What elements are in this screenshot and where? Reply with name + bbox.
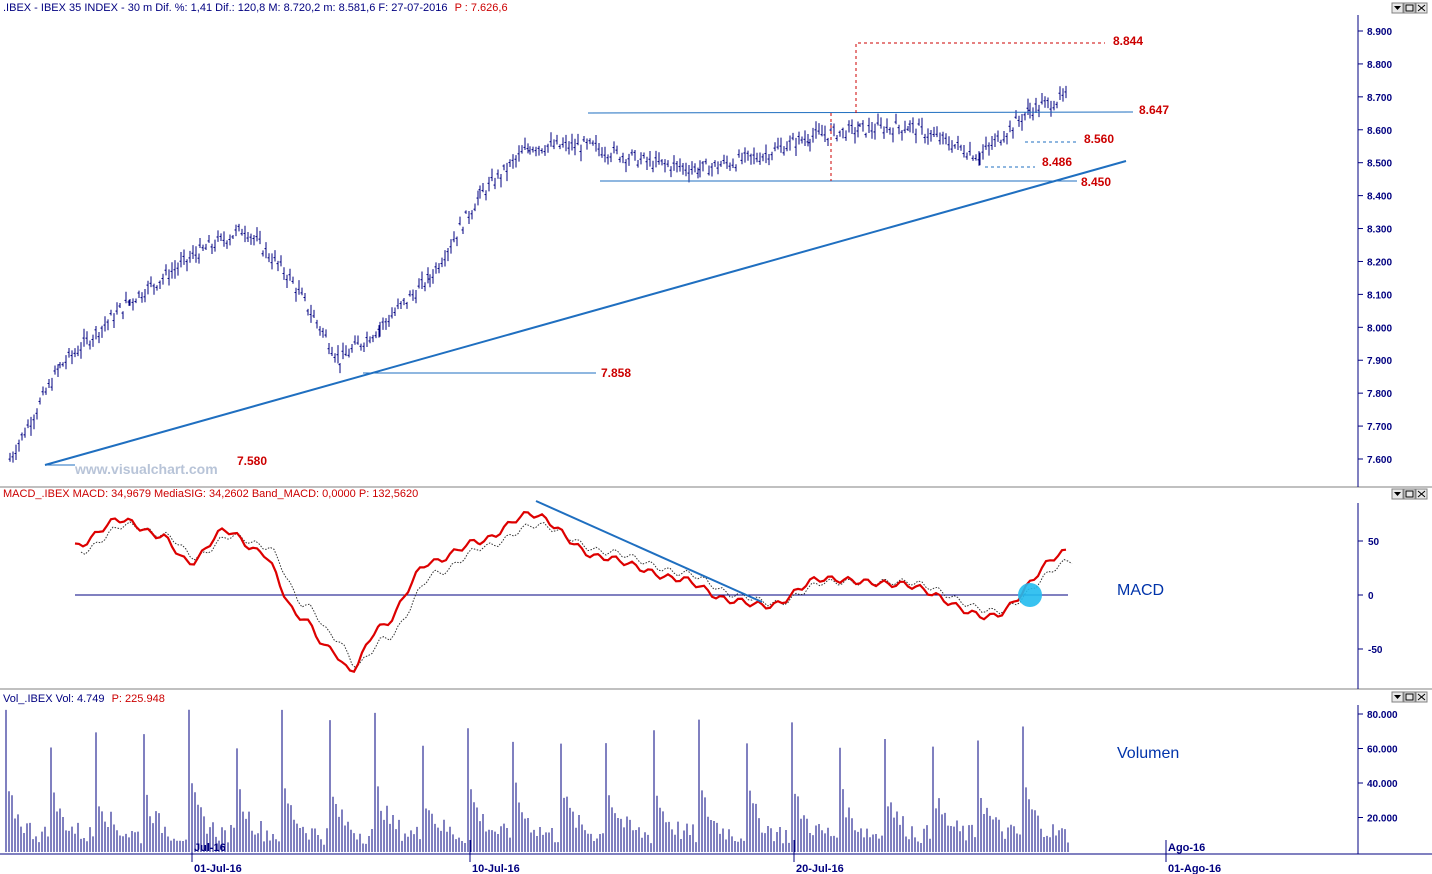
level-label-7858: 7.858 <box>601 366 631 380</box>
watermark: www.visualchart.com <box>74 461 218 477</box>
x-label-10-jul: 10-Jul-16 <box>472 863 520 874</box>
x-label-01-ago: 01-Ago-16 <box>1168 863 1221 874</box>
support-trendline <box>44 160 1127 466</box>
level-label-8844: 8.844 <box>1113 34 1143 48</box>
volume-header-suffix: P: 225.948 <box>112 693 165 705</box>
price-y-tick-label: 8.500 <box>1367 159 1392 170</box>
trend-lines <box>44 42 1134 466</box>
volume-y-tick-label: 40.000 <box>1367 779 1398 790</box>
price-y-tick-label: 8.600 <box>1367 126 1392 137</box>
price-header-suffix: P : 7.626,6 <box>455 2 508 14</box>
macd-y-axis: 50 0 -50 <box>1358 537 1383 656</box>
price-y-tick-label: 7.800 <box>1367 389 1392 400</box>
macd-divergence-line <box>535 500 763 603</box>
price-y-tick-label: 8.700 <box>1367 93 1392 104</box>
price-y-tick-label: 7.900 <box>1367 356 1392 367</box>
level-label-8486: 8.486 <box>1042 155 1072 169</box>
level-label-8647: 8.647 <box>1139 103 1169 117</box>
price-header-prefix: .IBEX - IBEX 35 INDEX - 30 m Dif. %: 1,4… <box>3 2 448 14</box>
macd-header-text: MACD_.IBEX MACD: 34,9679 MediaSIG: 34,26… <box>3 488 418 500</box>
price-y-tick-label: 7.700 <box>1367 422 1392 433</box>
panel-frames <box>0 15 1432 855</box>
macd-y-tick-label: -50 <box>1368 645 1383 656</box>
price-window-buttons[interactable] <box>1391 2 1428 14</box>
volume-y-tick-label: 60.000 <box>1367 745 1398 756</box>
level-label-8450: 8.450 <box>1081 175 1111 189</box>
month-marker-jul: Jul-16 <box>194 842 226 854</box>
volume-label: Volumen <box>1117 745 1179 762</box>
volume-window-buttons[interactable] <box>1391 691 1428 703</box>
macd-label: MACD <box>1117 582 1164 599</box>
price-y-axis: 8.900 8.800 8.700 8.600 8.500 8.400 8.300 8.200… <box>1358 27 1392 466</box>
volume-y-axis: 80.000 60.000 40.000 20.000 <box>1358 710 1398 825</box>
price-y-tick-label: 8.200 <box>1367 257 1392 268</box>
range-top-line <box>587 111 1134 114</box>
projection-8844 <box>855 42 1105 113</box>
macd-crossover-highlight <box>1018 583 1042 607</box>
macd-header: MACD_.IBEX MACD: 34,9679 MediaSIG: 34,26… <box>3 488 418 500</box>
macd-y-tick-label: 50 <box>1368 537 1380 548</box>
volume-y-tick-label: 20.000 <box>1367 814 1398 825</box>
volume-bars <box>5 709 1069 852</box>
price-y-tick-label: 8.800 <box>1367 60 1392 71</box>
x-axis: Jul-16 Ago-16 01-Jul-16 10-Jul-16 20-Jul… <box>191 840 1221 874</box>
volume-y-tick-label: 80.000 <box>1367 710 1398 721</box>
macd-window-buttons[interactable] <box>1391 488 1428 500</box>
price-bars <box>8 85 1067 463</box>
macd-line <box>74 510 1067 674</box>
level-label-7580: 7.580 <box>237 454 267 468</box>
volume-header: Vol_.IBEX Vol: 4.749 P: 225.948 <box>3 693 165 705</box>
price-y-tick-label: 7.600 <box>1367 455 1392 466</box>
price-y-tick-label: 8.100 <box>1367 290 1392 301</box>
volume-header-prefix: Vol_.IBEX Vol: 4.749 <box>3 693 105 705</box>
price-y-tick-label: 8.000 <box>1367 323 1392 334</box>
price-header: .IBEX - IBEX 35 INDEX - 30 m Dif. %: 1,4… <box>3 2 508 14</box>
x-label-01-jul: 01-Jul-16 <box>194 863 242 874</box>
price-y-tick-label: 8.300 <box>1367 225 1392 236</box>
price-y-tick-label: 8.400 <box>1367 192 1392 203</box>
price-y-tick-label: 8.900 <box>1367 27 1392 38</box>
x-label-20-jul: 20-Jul-16 <box>796 863 844 874</box>
level-label-8560: 8.560 <box>1084 132 1114 146</box>
macd-y-tick-label: 0 <box>1368 591 1374 602</box>
macd-signal-line <box>80 521 1073 669</box>
month-marker-ago: Ago-16 <box>1168 842 1205 854</box>
